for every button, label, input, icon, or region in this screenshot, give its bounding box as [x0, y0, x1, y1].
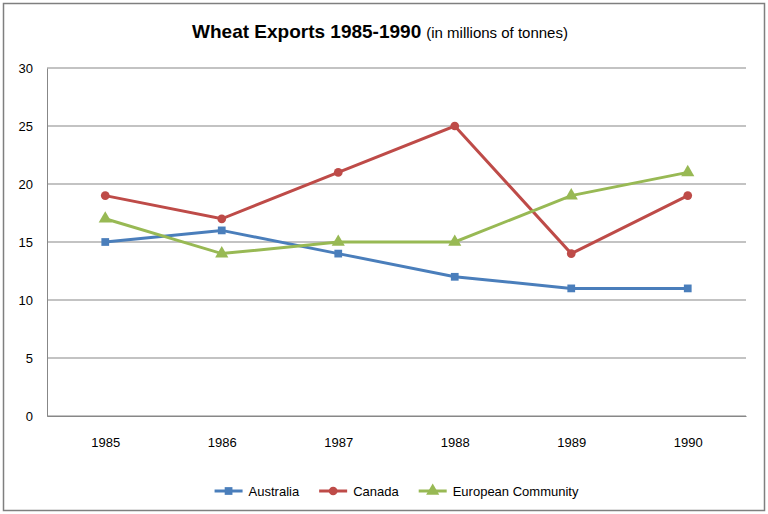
- y-axis: 0 5 10 15 20 25 30: [19, 61, 48, 424]
- legend-item: Australia: [215, 484, 300, 499]
- series: [101, 122, 692, 258]
- y-tick: 10: [19, 293, 47, 308]
- y-tick-label: 0: [26, 409, 33, 424]
- y-tick: 0: [26, 409, 47, 424]
- grid-line: [47, 68, 746, 69]
- legend-marker: [329, 487, 338, 496]
- plot-area: [99, 122, 695, 293]
- x-axis-line: [48, 416, 747, 417]
- x-tick: 1988: [441, 416, 470, 450]
- x-tick-label: 1985: [91, 435, 120, 450]
- y-tick: 5: [26, 351, 47, 366]
- y-tick-label: 20: [19, 177, 33, 192]
- series-line: [105, 172, 688, 253]
- series-marker: [99, 211, 112, 222]
- series-marker: [451, 273, 459, 281]
- series-marker: [681, 165, 694, 176]
- series-marker: [215, 246, 228, 257]
- chart: Wheat Exports 1985-1990 (in millions of t…: [0, 0, 768, 514]
- x-tick-label: 1986: [208, 435, 237, 450]
- series-line: [105, 126, 688, 254]
- series-marker: [332, 234, 345, 245]
- series-marker: [448, 234, 461, 245]
- grid-line: [47, 300, 746, 301]
- grid: [47, 68, 746, 416]
- y-tick: 20: [19, 177, 47, 192]
- x-tick-label: 1987: [324, 435, 353, 450]
- title-text: Wheat Exports 1985-1990: [192, 21, 421, 42]
- legend: Australia Canada European Community: [215, 483, 579, 498]
- legend-item: Canada: [319, 484, 399, 499]
- grid-line: [47, 358, 746, 359]
- series-marker: [101, 191, 110, 200]
- y-axis-line: [47, 69, 48, 417]
- y-tick: 15: [19, 235, 47, 250]
- legend-marker: [426, 483, 439, 494]
- y-tick: 30: [19, 61, 47, 76]
- y-tick-label: 5: [26, 351, 33, 366]
- title: Wheat Exports 1985-1990 (in millions of t…: [192, 21, 568, 42]
- x-tick: 1989: [557, 416, 586, 450]
- x-tick-label: 1988: [441, 435, 470, 450]
- y-tick-label: 15: [19, 235, 33, 250]
- series-marker: [334, 168, 343, 177]
- series-marker: [567, 249, 576, 258]
- x-tick-label: 1989: [557, 435, 586, 450]
- grid-line: [47, 126, 746, 127]
- y-tick-label: 30: [19, 61, 33, 76]
- grid-line: [47, 184, 746, 185]
- series-marker: [450, 122, 459, 131]
- x-axis: 1985 1986 1987 1988 1989 1990: [48, 416, 747, 450]
- series-marker: [683, 191, 692, 200]
- series: [99, 165, 695, 258]
- grid-line: [47, 416, 746, 417]
- series-marker: [101, 238, 109, 246]
- x-tick: 1990: [674, 416, 703, 450]
- series-marker: [567, 285, 575, 293]
- x-tick: 1987: [324, 416, 353, 450]
- y-tick-label: 25: [19, 119, 33, 134]
- series-marker: [684, 285, 692, 293]
- series-marker: [334, 250, 342, 258]
- series-marker: [565, 188, 578, 199]
- legend-label: Canada: [353, 484, 399, 499]
- x-tick-label: 1990: [674, 435, 703, 450]
- legend-label: European Community: [453, 484, 579, 499]
- x-tick: 1985: [91, 416, 120, 450]
- chart-frame: [4, 4, 765, 511]
- legend-marker: [225, 487, 233, 495]
- y-tick: 25: [19, 119, 47, 134]
- x-tick: 1986: [208, 416, 237, 450]
- legend-label: Australia: [249, 484, 300, 499]
- y-tick-label: 10: [19, 293, 33, 308]
- series-marker: [218, 227, 226, 235]
- legend-item: European Community: [419, 483, 579, 498]
- series-marker: [217, 214, 226, 223]
- subtitle: (in millions of tonnes): [426, 24, 568, 41]
